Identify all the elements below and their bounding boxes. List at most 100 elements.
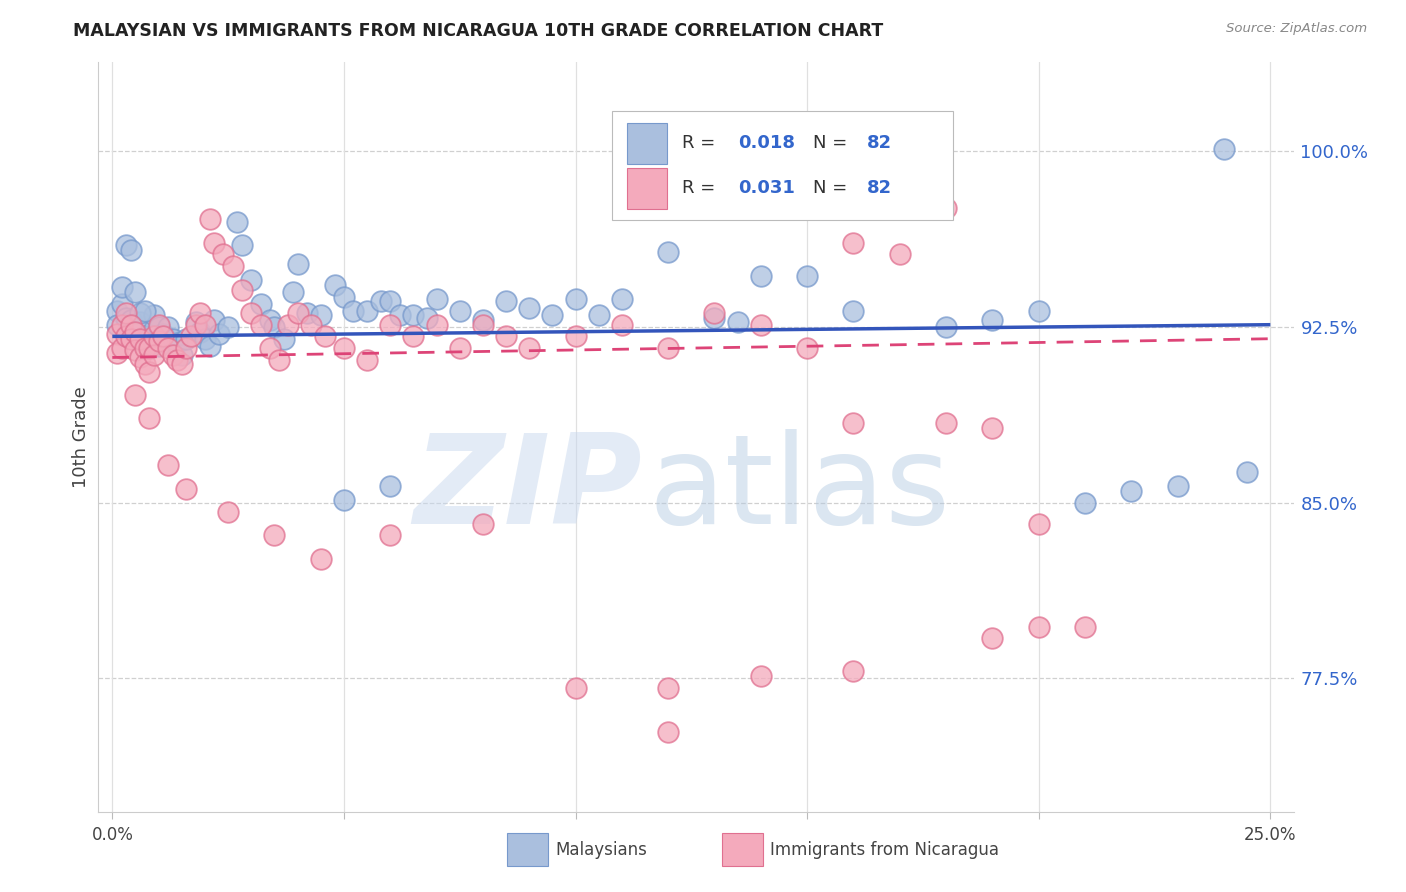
Text: N =: N = — [813, 135, 853, 153]
Point — [184, 318, 207, 332]
Text: R =: R = — [682, 135, 721, 153]
Point — [124, 285, 146, 299]
FancyBboxPatch shape — [613, 112, 953, 219]
Point — [727, 315, 749, 329]
Point — [564, 329, 586, 343]
Point — [314, 329, 336, 343]
Point — [124, 325, 146, 339]
Point — [495, 329, 517, 343]
Point — [143, 308, 166, 322]
Point — [138, 365, 160, 379]
Point — [143, 329, 166, 343]
Point — [402, 329, 425, 343]
Point — [588, 308, 610, 322]
Point — [402, 308, 425, 322]
Point — [176, 332, 198, 346]
Point — [564, 292, 586, 306]
Point — [267, 352, 290, 367]
Point — [217, 505, 239, 519]
Text: N =: N = — [813, 179, 853, 197]
Point — [1236, 465, 1258, 479]
Point — [226, 214, 249, 228]
Point — [388, 308, 411, 322]
Point — [842, 664, 865, 678]
Text: atlas: atlas — [648, 429, 950, 550]
Text: ZIP: ZIP — [413, 429, 643, 550]
Point — [134, 358, 156, 372]
Point — [156, 341, 179, 355]
Point — [105, 346, 128, 360]
Point — [249, 318, 271, 332]
Point — [166, 336, 188, 351]
Point — [309, 551, 332, 566]
Point — [277, 318, 299, 332]
Point — [309, 308, 332, 322]
Text: Malaysians: Malaysians — [555, 841, 647, 859]
Point — [610, 318, 633, 332]
Text: 25.0%: 25.0% — [1244, 826, 1296, 844]
Point — [143, 322, 166, 336]
Point — [1167, 479, 1189, 493]
Point — [342, 303, 364, 318]
Point — [202, 235, 225, 250]
Point — [129, 315, 152, 329]
Point — [657, 725, 679, 739]
Point — [110, 341, 132, 355]
Point — [222, 259, 245, 273]
Point — [162, 348, 184, 362]
Text: Source: ZipAtlas.com: Source: ZipAtlas.com — [1226, 22, 1367, 36]
Point — [749, 318, 772, 332]
Point — [152, 326, 174, 341]
Point — [198, 339, 221, 353]
Point — [180, 329, 202, 343]
Point — [148, 318, 170, 332]
Point — [138, 341, 160, 355]
Point — [471, 313, 494, 327]
Point — [194, 318, 217, 332]
Point — [240, 273, 263, 287]
Point — [231, 283, 253, 297]
Point — [259, 313, 281, 327]
Point — [148, 320, 170, 334]
Text: 0.0%: 0.0% — [91, 826, 134, 844]
Point — [981, 420, 1004, 434]
Point — [842, 416, 865, 430]
Point — [120, 243, 142, 257]
Point — [370, 294, 392, 309]
Point — [176, 341, 198, 355]
Point — [212, 247, 235, 261]
FancyBboxPatch shape — [627, 168, 668, 209]
Point — [217, 320, 239, 334]
Point — [194, 332, 217, 346]
Point — [935, 416, 957, 430]
Point — [981, 632, 1004, 646]
Point — [1028, 620, 1050, 634]
Point — [564, 681, 586, 695]
Point — [842, 235, 865, 250]
Point — [796, 268, 818, 283]
Point — [240, 306, 263, 320]
Text: R =: R = — [682, 179, 721, 197]
Point — [138, 332, 160, 346]
Point — [170, 348, 193, 362]
Point — [208, 326, 231, 341]
Point — [110, 318, 132, 332]
Point — [657, 681, 679, 695]
Point — [889, 247, 911, 261]
Text: 0.031: 0.031 — [738, 179, 794, 197]
Point — [120, 313, 142, 327]
Point — [333, 341, 356, 355]
Point — [273, 332, 295, 346]
Point — [105, 303, 128, 318]
Point — [143, 336, 166, 351]
Point — [426, 292, 449, 306]
Point — [1213, 142, 1236, 156]
Point — [263, 528, 285, 542]
Point — [176, 482, 198, 496]
Point — [1028, 516, 1050, 531]
Point — [166, 352, 188, 367]
Point — [120, 332, 142, 346]
Text: Immigrants from Nicaragua: Immigrants from Nicaragua — [770, 841, 1000, 859]
Point — [889, 198, 911, 212]
Point — [231, 238, 253, 252]
